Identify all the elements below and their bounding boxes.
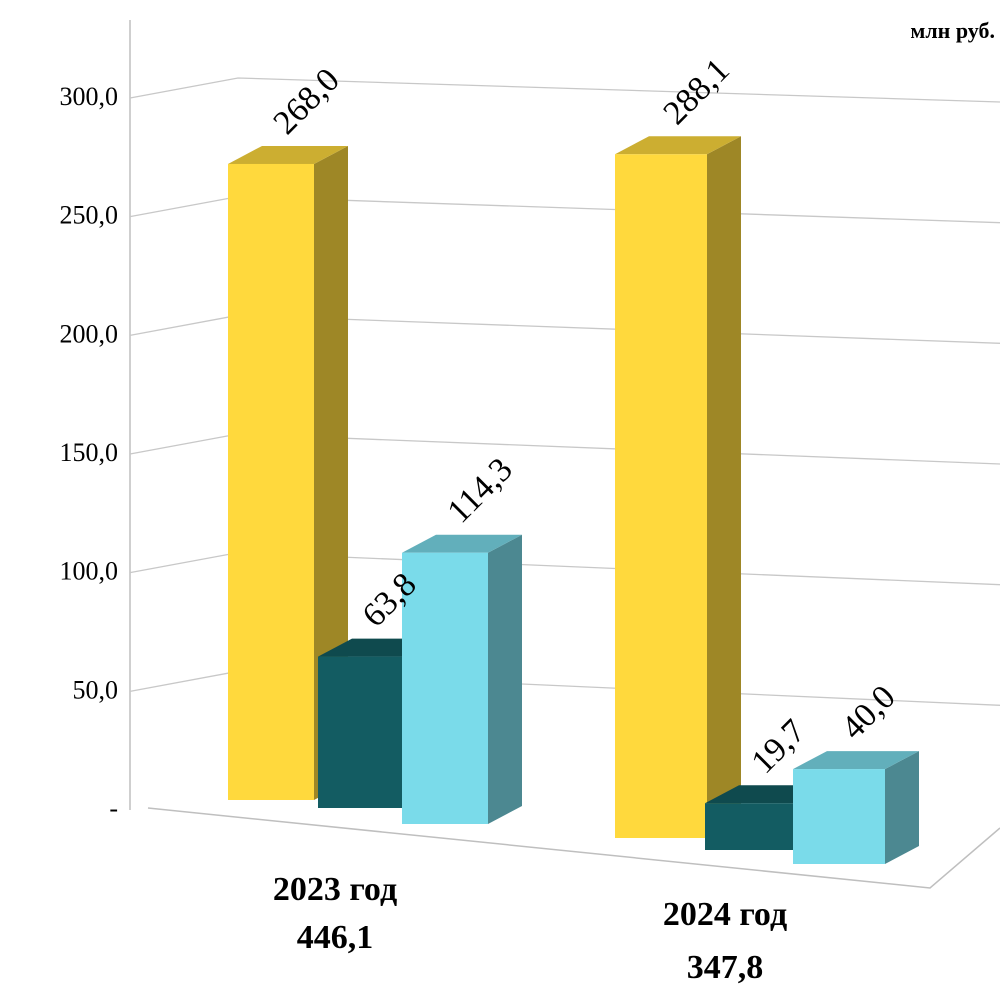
bar	[705, 803, 793, 850]
floor-edge	[147, 807, 1000, 889]
data-label: 114,3	[440, 451, 519, 530]
y-tick-label: 300,0	[60, 82, 119, 111]
bar-side	[707, 136, 741, 838]
category-total-2024: 347,8	[687, 949, 764, 986]
y-tick-label: 150,0	[60, 438, 119, 467]
bar-top	[228, 145, 348, 164]
bar-top	[793, 751, 919, 770]
bar	[318, 656, 402, 808]
unit-label: млн руб.	[910, 18, 995, 43]
bar-side	[488, 534, 522, 824]
y-tick-label: 200,0	[60, 319, 119, 348]
bar-top	[615, 136, 741, 155]
y-axis-ticks: - 50,0 100,0 150,0 200,0 250,0 300,0	[60, 82, 119, 823]
bar-side	[885, 751, 919, 864]
gridline	[129, 77, 1000, 103]
y-tick-label: 100,0	[60, 557, 119, 586]
bar-top	[402, 534, 522, 553]
y-tick-label: 50,0	[73, 675, 119, 704]
data-label: 268,0	[266, 61, 346, 141]
y-tick-label: 250,0	[60, 201, 119, 230]
bar-side	[314, 145, 348, 801]
category-label-2024: 2024 год	[663, 896, 787, 933]
bar	[615, 154, 707, 838]
back-wall	[129, 20, 1000, 889]
bar	[793, 769, 885, 864]
bar	[228, 163, 314, 801]
y-tick-label: -	[109, 794, 118, 823]
bars	[228, 136, 919, 864]
data-label: 40,0	[834, 678, 902, 746]
category-total-2023: 446,1	[297, 919, 374, 956]
category-label-2023: 2023 год	[273, 871, 397, 908]
bar	[402, 552, 488, 824]
